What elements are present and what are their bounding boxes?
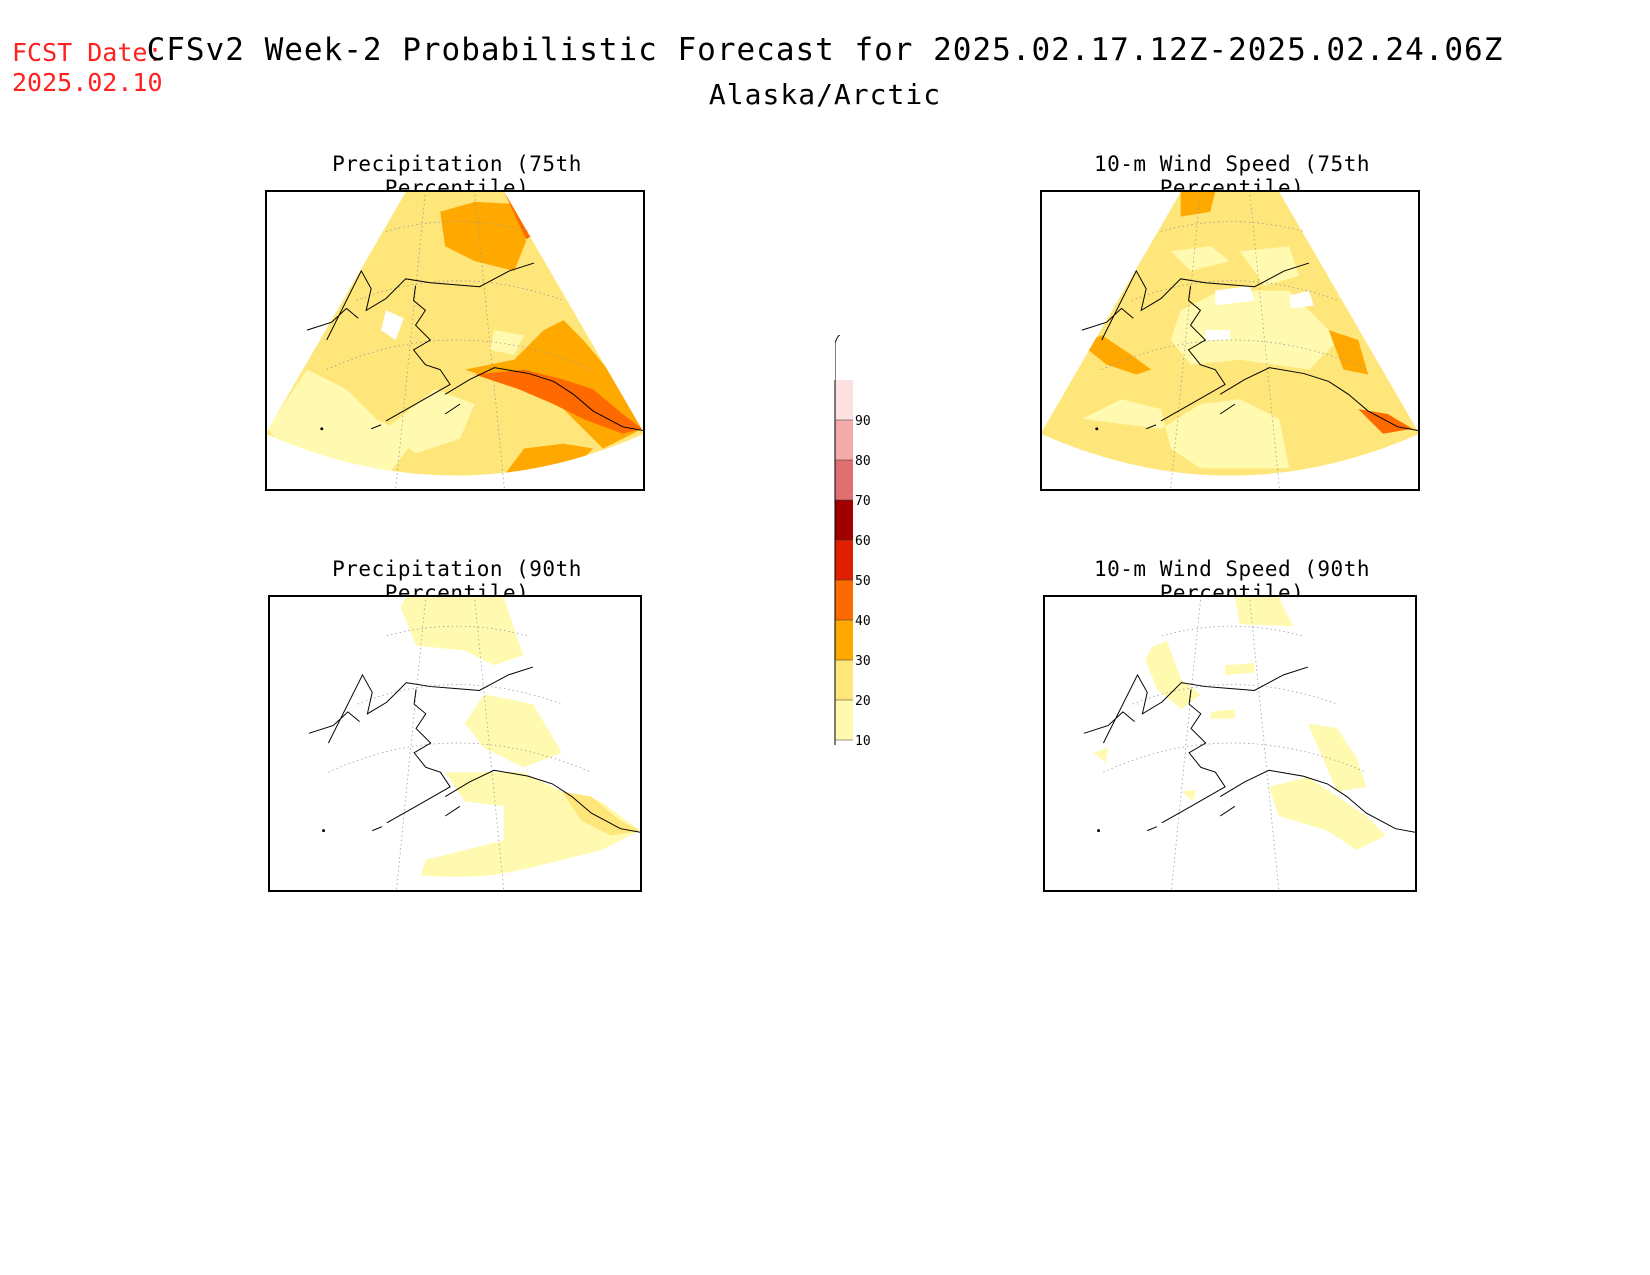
colorbar-swatch [835, 660, 853, 700]
graticule-line [1160, 221, 1305, 232]
colorbar-tick-label: 70 [855, 494, 871, 509]
colorbar-tick-label: 50 [855, 574, 871, 589]
map-fill-layer [1042, 192, 1418, 476]
colorbar-swatch [835, 380, 853, 420]
fcst-date: 2025.02.10 [12, 68, 163, 97]
region-title: Alaska/Arctic [708, 78, 942, 111]
coastline [306, 262, 643, 432]
graticule-line [396, 597, 427, 890]
graticule-line [474, 192, 505, 489]
colorbar-tick-label: 30 [855, 654, 871, 669]
panel-title-wind-90: 10-m Wind Speed (90th Percentile) [1093, 557, 1370, 605]
colorbar-mask [828, 335, 835, 745]
map-wind-75 [1040, 190, 1420, 491]
colorbar-swatch [835, 580, 853, 620]
colorbar-swatch [835, 460, 853, 500]
colorbar-tick-label: 40 [855, 614, 871, 629]
shade-40 [474, 369, 643, 434]
shade-none [1215, 285, 1255, 306]
panel-title-wind-75: 10-m Wind Speed (75th Percentile) [1093, 152, 1370, 200]
shade-30 [1328, 330, 1369, 375]
map-wind-90 [1043, 595, 1417, 892]
map-precip-75 [265, 190, 645, 491]
graticule-line [474, 597, 505, 890]
graticule [1101, 192, 1369, 489]
coastline [1081, 262, 1418, 432]
shade-10 [1081, 399, 1290, 469]
island-dot [1097, 829, 1101, 833]
shade-10 [1181, 789, 1196, 802]
colorbar-swatch [835, 700, 853, 740]
island-dot [1095, 427, 1099, 431]
graticule-line [1249, 192, 1280, 489]
shade-10 [1170, 290, 1339, 370]
colorbar-tick-label: 90 [855, 414, 871, 429]
colorbar-tick-label: 20 [855, 694, 871, 709]
shade-10 [1093, 747, 1109, 763]
colorbar-swatch [835, 500, 853, 540]
shade-10 [464, 694, 563, 768]
colorbar: 10 20 30 40 50 60 70 80 90 [828, 335, 871, 745]
map-fill-layer [1093, 597, 1386, 851]
map-fill-layer [267, 192, 643, 476]
shade-10 [396, 597, 524, 666]
map-precip-90 [268, 595, 642, 892]
map-svg-wind-90 [1083, 597, 1415, 890]
graticule-line [1170, 192, 1201, 489]
shade-10 [1170, 246, 1230, 271]
colorbar-tick-label: 10 [855, 734, 871, 745]
shade-10 [489, 330, 525, 355]
shade-none [1205, 330, 1230, 341]
graticule-line [385, 221, 530, 232]
shade-10 [1142, 640, 1201, 709]
colorbar-top-arrow [834, 335, 841, 380]
colorbar-bottom-arrow [834, 740, 836, 745]
graticule [326, 192, 594, 489]
shade-10 [1225, 663, 1255, 675]
shade-30 [1081, 335, 1152, 375]
colorbar-tick-label: 60 [855, 534, 871, 549]
colorbar-swatch [835, 540, 853, 580]
map-fill-layer [396, 597, 640, 877]
island-dot [320, 427, 324, 431]
graticule-line [1161, 625, 1304, 637]
shade-10 [1307, 723, 1367, 792]
coastline [308, 666, 640, 833]
map-svg-precip-90 [308, 597, 640, 890]
shade-none [380, 310, 404, 341]
graticule [328, 597, 592, 890]
coastline [1083, 666, 1415, 833]
shade-30 [1180, 192, 1216, 217]
graticule-line [1249, 597, 1280, 890]
colorbar-swatch [835, 420, 853, 460]
shade-10 [385, 389, 475, 454]
island-dot [322, 829, 326, 833]
shade-10 [1239, 246, 1300, 286]
graticule-line [386, 625, 529, 637]
shade-10 [1234, 597, 1294, 627]
graticule [1103, 597, 1367, 890]
fcst-label: FCST Date: [12, 38, 163, 67]
shade-none [1289, 290, 1314, 309]
shade-30 [440, 201, 527, 271]
forecast-date-label: FCST Date: 2025.02.10 [12, 38, 163, 98]
shade-20 [562, 791, 640, 836]
graticule-line [395, 192, 426, 489]
shade-10 [1268, 777, 1386, 851]
map-svg-wind-75 [1042, 192, 1418, 489]
colorbar-tick-label: 80 [855, 454, 871, 469]
shade-40 [1358, 409, 1413, 434]
colorbar-swatch [835, 620, 853, 660]
main-title: CFSv2 Week-2 Probabilistic Forecast for … [146, 32, 1504, 68]
graticule-line [1171, 597, 1202, 890]
shade-10 [1210, 708, 1235, 719]
map-svg-precip-75 [267, 192, 643, 489]
